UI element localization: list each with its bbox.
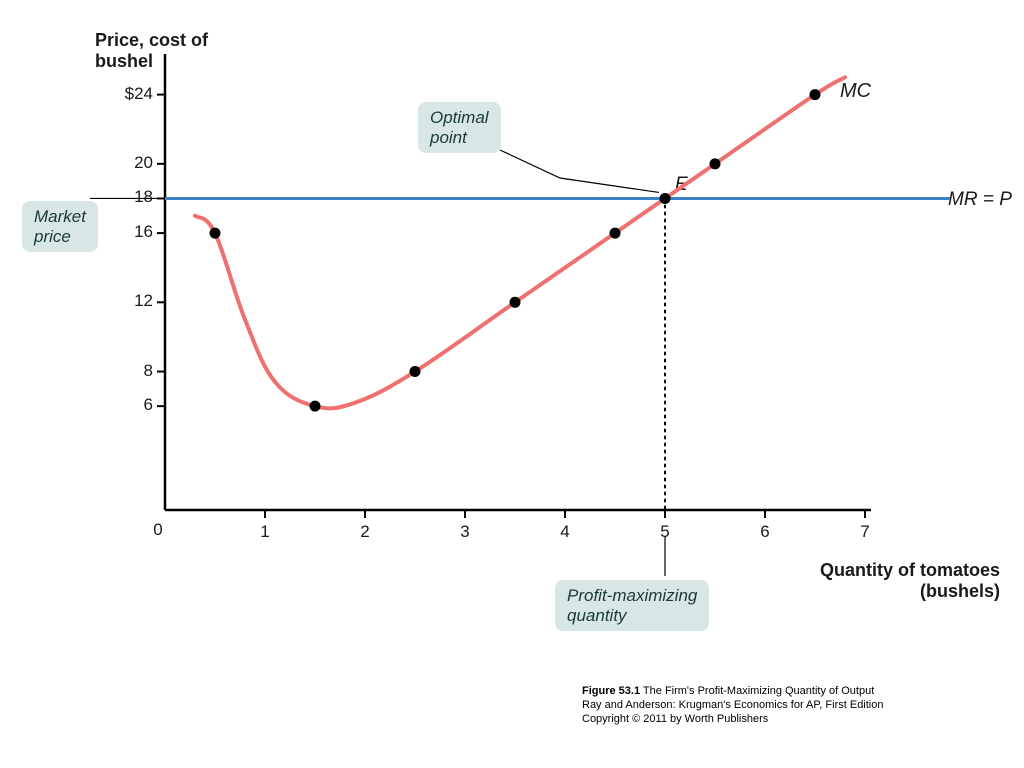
y-tick-label: 20: [107, 153, 153, 173]
x-tick-label: 5: [655, 522, 675, 542]
y-tick-label: 6: [107, 395, 153, 415]
mc-marker: [810, 89, 821, 100]
mc-marker: [210, 228, 221, 239]
y-tick-label: $24: [107, 84, 153, 104]
mc-marker: [610, 228, 621, 239]
x-tick-label: 4: [555, 522, 575, 542]
mc-marker: [710, 158, 721, 169]
mc-curve: [195, 77, 845, 408]
y-tick-label: 12: [107, 291, 153, 311]
x-tick-label: 3: [455, 522, 475, 542]
mc-marker: [660, 193, 671, 204]
callout-optimal-leader: [500, 150, 659, 192]
y-tick-label: 8: [107, 361, 153, 381]
mc-marker: [410, 366, 421, 377]
x-tick-label: 7: [855, 522, 875, 542]
x-tick-label: 1: [255, 522, 275, 542]
y-tick-label: 16: [107, 222, 153, 242]
x-tick-label: 2: [355, 522, 375, 542]
x-tick-label: 6: [755, 522, 775, 542]
mc-marker: [310, 401, 321, 412]
chart-svg: [0, 0, 1024, 768]
mc-marker: [510, 297, 521, 308]
figure-root: Price, cost of bushel Quantity of tomato…: [0, 0, 1024, 768]
y-tick-label: 18: [107, 187, 153, 207]
